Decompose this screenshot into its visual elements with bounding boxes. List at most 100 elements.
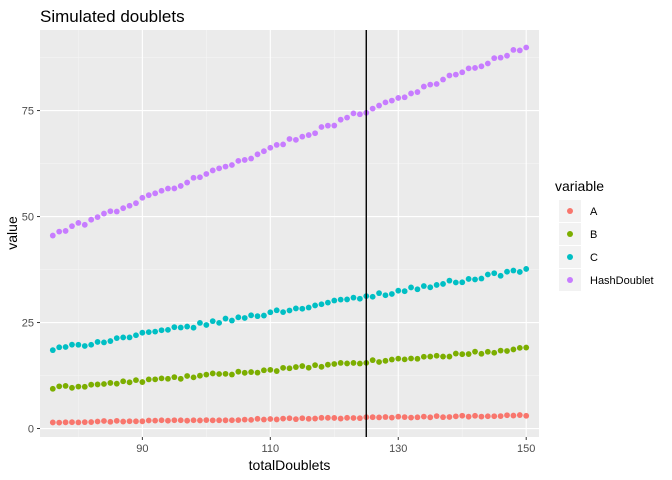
point-A <box>305 415 312 422</box>
point-HashDoublet <box>433 81 440 87</box>
x-axis-title: totalDoublets <box>249 457 331 473</box>
point-C <box>222 315 229 322</box>
point-C <box>414 286 421 293</box>
point-C <box>292 305 299 312</box>
point-C <box>376 290 382 297</box>
point-C <box>261 312 267 319</box>
point-HashDoublet <box>177 183 184 189</box>
point-B <box>177 375 184 382</box>
point-B <box>133 377 139 384</box>
point-HashDoublet <box>241 157 248 163</box>
point-A <box>49 419 56 426</box>
point-HashDoublet <box>229 162 235 168</box>
point-A <box>184 417 191 424</box>
point-B <box>184 373 191 379</box>
point-B <box>440 353 446 360</box>
point-HashDoublet <box>459 69 466 76</box>
point-HashDoublet <box>75 220 82 226</box>
point-C <box>171 324 178 331</box>
point-HashDoublet <box>465 65 472 72</box>
point-A <box>337 415 344 422</box>
point-B <box>273 368 280 374</box>
point-B <box>56 383 63 390</box>
point-A <box>523 412 530 419</box>
point-C <box>139 329 146 336</box>
point-C <box>491 270 498 277</box>
point-C <box>350 294 357 301</box>
point-HashDoublet <box>350 110 357 117</box>
point-B <box>209 370 216 377</box>
point-B <box>286 365 293 372</box>
point-B <box>197 372 203 379</box>
point-B <box>504 348 510 354</box>
point-C <box>81 343 88 349</box>
point-HashDoublet <box>49 232 56 239</box>
point-B <box>484 348 491 355</box>
point-A <box>382 414 389 420</box>
point-HashDoublet <box>369 105 376 112</box>
point-C <box>516 269 523 275</box>
legend-label: HashDoublet <box>590 275 654 287</box>
point-HashDoublet <box>472 65 478 71</box>
point-A <box>292 416 299 423</box>
point-A <box>510 412 517 419</box>
point-HashDoublet <box>497 54 504 61</box>
point-A <box>120 418 127 425</box>
point-A <box>62 419 69 426</box>
point-HashDoublet <box>408 90 414 97</box>
point-C <box>312 302 318 309</box>
point-A <box>107 418 114 425</box>
point-HashDoublet <box>312 130 318 137</box>
point-B <box>305 364 312 371</box>
point-B <box>94 381 101 388</box>
point-HashDoublet <box>427 81 434 88</box>
point-A <box>408 414 414 421</box>
point-B <box>344 360 350 367</box>
point-A <box>472 412 478 419</box>
point-B <box>62 382 69 389</box>
x-tick-label: 150 <box>517 443 535 455</box>
point-C <box>165 326 171 333</box>
point-B <box>459 351 466 358</box>
point-A <box>171 417 178 424</box>
point-C <box>216 319 223 326</box>
point-HashDoublet <box>414 89 421 95</box>
point-A <box>101 418 107 424</box>
point-B <box>248 369 255 375</box>
point-C <box>56 344 63 351</box>
point-A <box>56 419 63 426</box>
point-B <box>280 364 287 371</box>
point-A <box>158 417 165 424</box>
point-A <box>299 415 306 422</box>
point-HashDoublet <box>504 52 510 59</box>
point-A <box>69 419 75 426</box>
point-HashDoublet <box>88 216 95 223</box>
point-A <box>267 416 274 422</box>
point-C <box>254 313 261 320</box>
point-B <box>120 378 127 385</box>
point-HashDoublet <box>107 208 114 215</box>
point-A <box>446 414 453 420</box>
point-C <box>408 284 414 291</box>
point-C <box>49 347 56 354</box>
point-A <box>197 417 203 424</box>
point-C <box>331 297 338 304</box>
point-HashDoublet <box>261 148 267 155</box>
point-A <box>203 417 210 423</box>
point-HashDoublet <box>139 194 146 201</box>
x-tick-label: 130 <box>389 443 407 455</box>
point-HashDoublet <box>126 202 133 209</box>
point-HashDoublet <box>222 163 229 170</box>
point-C <box>395 287 402 294</box>
point-A <box>516 412 523 418</box>
point-C <box>273 307 280 314</box>
point-B <box>229 371 235 378</box>
point-B <box>165 375 171 382</box>
point-B <box>222 370 229 377</box>
point-HashDoublet <box>401 94 408 101</box>
point-C <box>62 344 69 350</box>
point-HashDoublet <box>299 133 306 140</box>
point-C <box>177 324 184 331</box>
point-HashDoublet <box>491 55 498 62</box>
